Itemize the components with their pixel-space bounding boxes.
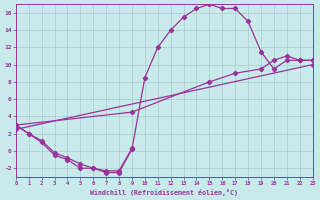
X-axis label: Windchill (Refroidissement éolien,°C): Windchill (Refroidissement éolien,°C) [90, 189, 238, 196]
